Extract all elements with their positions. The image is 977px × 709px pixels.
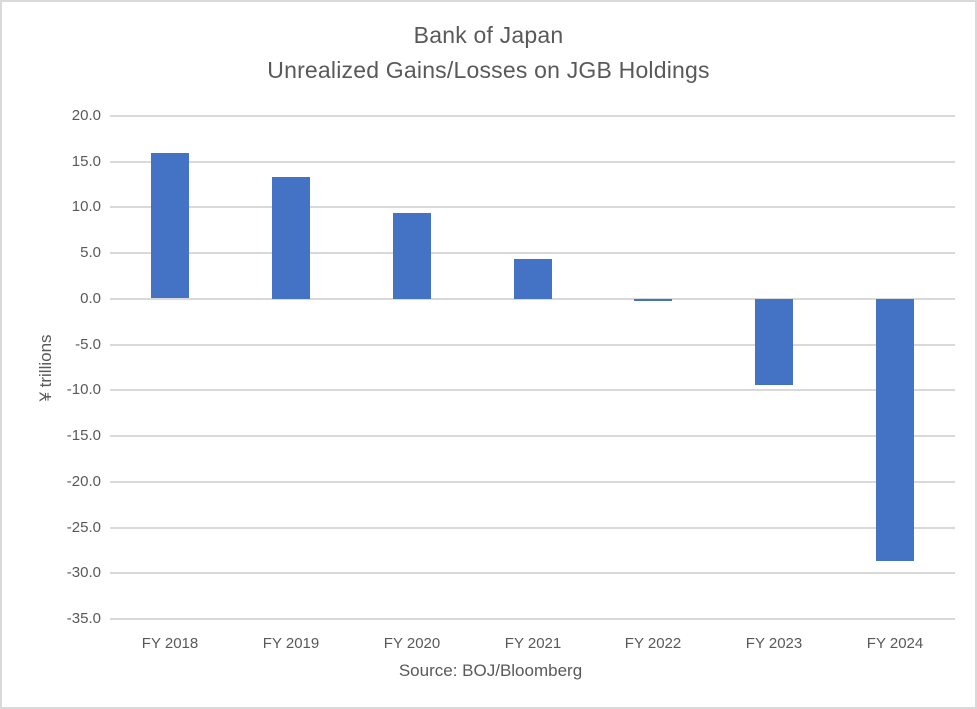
bar-fy-2022 (634, 299, 672, 301)
gridline-y-15.0 (110, 160, 955, 163)
bar-fy-2021 (514, 259, 552, 299)
gridline-y--5.0 (110, 343, 955, 346)
y-tick-label: -15.0 (66, 427, 101, 445)
gridline-y--15.0 (110, 435, 955, 438)
y-tick-label: 10.0 (71, 198, 101, 216)
bar-fy-2018 (151, 153, 189, 298)
y-tick-label: -20.0 (66, 472, 101, 490)
chart-title: Bank of Japan Unrealized Gains/Losses on… (2, 18, 975, 88)
bar-fy-2020 (393, 213, 431, 299)
bar-fy-2024 (876, 299, 914, 561)
x-tick-label: FY 2024 (866, 635, 924, 652)
y-tick-label: -5.0 (75, 335, 101, 353)
gridline-y--35.0 (110, 618, 955, 620)
x-tick-label: FY 2019 (262, 635, 320, 652)
bar-fy-2023 (755, 299, 793, 385)
gridline-y--25.0 (110, 526, 955, 529)
gridline-y--30.0 (110, 572, 955, 575)
gridline-y-20.0 (110, 115, 955, 117)
gridline-y--10.0 (110, 389, 955, 392)
bar-fy-2019 (272, 177, 310, 299)
chart-title-line2: Unrealized Gains/Losses on JGB Holdings (267, 57, 710, 83)
chart-title-line1: Bank of Japan (413, 22, 564, 48)
gridline-y-5.0 (110, 252, 955, 255)
y-tick-label: 5.0 (80, 244, 101, 262)
y-tick-label: 0.0 (80, 289, 101, 307)
y-tick-label: -30.0 (66, 564, 101, 582)
x-tick-label: FY 2018 (141, 635, 199, 652)
gridline-y--20.0 (110, 480, 955, 483)
x-tick-label: FY 2020 (383, 635, 441, 652)
x-tick-label: FY 2022 (624, 635, 682, 652)
y-tick-label: -10.0 (66, 381, 101, 399)
y-tick-label: -35.0 (66, 610, 101, 627)
x-tick-label: FY 2021 (504, 635, 562, 652)
x-tick-label: FY 2023 (745, 635, 803, 652)
y-tick-label: -25.0 (66, 518, 101, 536)
y-tick-label: 15.0 (71, 152, 101, 170)
x-axis-title: Source: BOJ/Bloomberg (398, 661, 583, 680)
y-tick-label: 20.0 (71, 107, 101, 124)
gridline-y-10.0 (110, 206, 955, 209)
